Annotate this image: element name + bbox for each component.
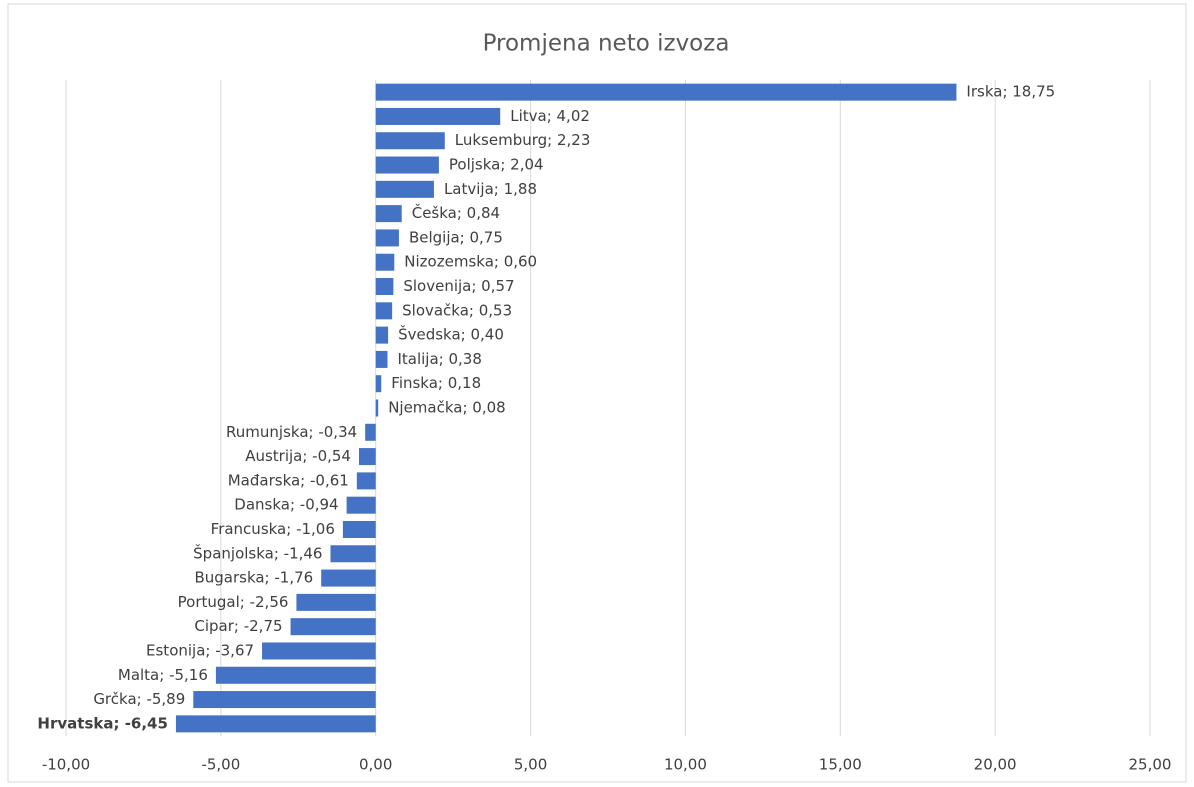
chart-title: Promjena neto izvoza [483,31,730,57]
bar [346,496,376,514]
x-tick-label: 15,00 [819,756,862,774]
x-tick-label: 0,00 [359,756,392,774]
data-label: Poljska; 2,04 [449,156,544,174]
bar [375,156,439,174]
x-tick-label: -10,00 [42,756,90,774]
data-label: Nizozemska; 0,60 [404,253,537,271]
x-tick-label: 10,00 [664,756,707,774]
bar [375,375,382,393]
data-label: Belgija; 0,75 [409,228,503,246]
x-tick-label: 25,00 [1129,756,1172,774]
bar [215,666,376,684]
data-label: Luksemburg; 2,23 [455,131,591,149]
data-label: Hrvatska; -6,45 [37,714,168,732]
x-tick-label: 5,00 [514,756,547,774]
bar [375,205,402,223]
bar [375,180,434,198]
x-tick-label: -5,00 [201,756,240,774]
bar [321,569,376,587]
data-label: Portugal; -2,56 [178,593,289,611]
bar [330,545,376,563]
bar [365,423,376,441]
chart-border [7,3,1187,783]
bar [375,253,395,271]
bar [356,472,376,490]
data-label: Finska; 0,18 [391,374,481,392]
bar [193,691,376,709]
data-label: Češka; 0,84 [412,203,500,222]
bar [375,132,445,150]
bar [262,642,376,660]
bar [375,229,399,247]
data-label: Rumunjska; -0,34 [226,423,357,441]
data-label: Njemačka; 0,08 [388,399,506,417]
bar [375,326,389,344]
bar [175,715,376,733]
bar [375,350,388,368]
data-label: Mađarska; -0,61 [228,471,349,489]
data-label: Cipar; -2,75 [194,617,282,635]
bar [375,302,393,320]
data-label: Litva; 4,02 [510,107,590,125]
bar [342,520,376,538]
bar [375,83,957,101]
x-tick-label: 20,00 [974,756,1017,774]
data-label: Bugarska; -1,76 [194,569,313,587]
bar [375,107,501,125]
bar [290,618,376,636]
data-label: Danska; -0,94 [234,496,338,514]
data-label: Estonija; -3,67 [146,641,254,659]
data-label: Francuska; -1,06 [211,520,335,538]
bar [375,278,394,296]
data-label: Slovačka; 0,53 [402,301,512,319]
data-label: Austrija; -0,54 [245,447,351,465]
data-label: Irska; 18,75 [966,83,1055,101]
data-label: Latvija; 1,88 [444,180,537,198]
data-label: Malta; -5,16 [118,666,208,684]
bar [296,593,376,611]
data-label: Grčka; -5,89 [93,690,185,708]
bar [358,448,376,466]
data-label: Italija; 0,38 [397,350,481,368]
data-label: Španjolska; -1,46 [193,543,322,562]
bar [375,399,379,417]
data-label: Slovenija; 0,57 [403,277,514,295]
data-label: Švedska; 0,40 [398,325,504,344]
